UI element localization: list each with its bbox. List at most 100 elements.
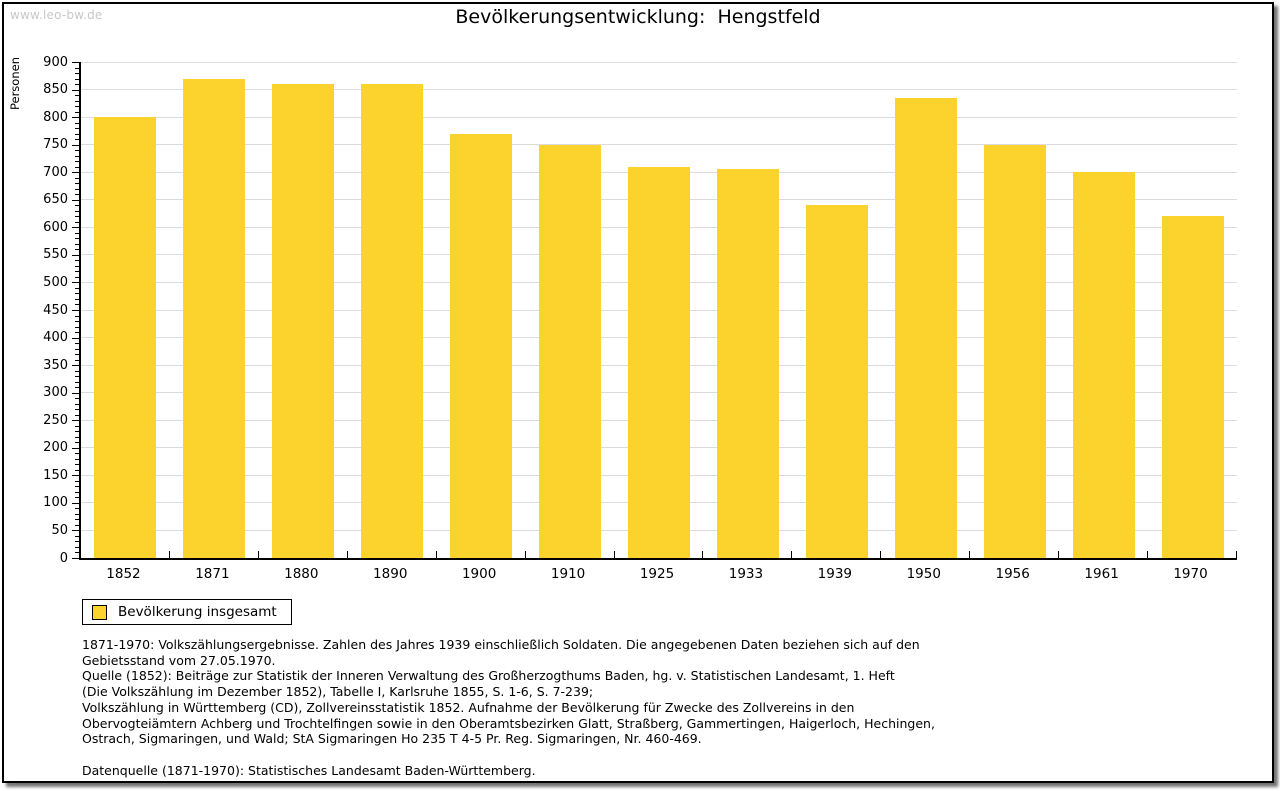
y-tick-minor: [75, 381, 79, 383]
y-tick-label-850: 850: [43, 82, 68, 98]
x-tick: [702, 551, 704, 558]
y-tick-minor: [75, 513, 79, 515]
y-tick-minor: [75, 442, 79, 444]
x-label-1900: 1900: [461, 566, 497, 582]
y-tick-major: [72, 310, 79, 311]
x-label-1939: 1939: [817, 566, 853, 582]
y-tick-minor: [75, 524, 79, 526]
y-tick-minor: [75, 128, 79, 130]
y-tick-minor: [75, 348, 79, 350]
source-note-line-7: Ostrach, Sigmaringen, und Wald; StA Sigm…: [82, 731, 702, 747]
y-tick-label-400: 400: [43, 330, 68, 346]
y-tick-minor: [75, 370, 79, 372]
x-tick: [435, 551, 437, 558]
y-tick-label-500: 500: [43, 274, 68, 290]
y-tick-minor: [75, 497, 79, 499]
x-tick: [1058, 551, 1060, 558]
x-label-1956: 1956: [995, 566, 1030, 582]
source-note-line-6: Obervogteiämtern Achberg und Trochtelfin…: [82, 715, 935, 731]
x-label-1890: 1890: [373, 566, 408, 582]
source-note-line-3: Quelle (1852): Beiträge zur Statistik de…: [82, 668, 895, 684]
y-tick-major: [72, 254, 79, 256]
y-tick-minor: [75, 238, 79, 240]
x-label-1852: 1852: [106, 566, 141, 582]
y-tick-minor: [75, 177, 79, 179]
y-tick-minor: [75, 111, 79, 113]
y-tick-minor: [75, 519, 79, 521]
x-tick: [524, 551, 526, 558]
y-tick-label-650: 650: [43, 192, 68, 208]
x-tick: [257, 551, 259, 558]
y-tick-minor: [75, 431, 79, 433]
x-axis: 1852 1871 1880 1890 1900 1910 1925 1933 1939 1950…: [79, 566, 1235, 584]
y-tick-minor: [75, 100, 79, 102]
y-tick-minor: [75, 332, 79, 334]
x-label-1910: 1910: [550, 566, 586, 582]
y-tick-minor: [75, 491, 79, 493]
y-tick-minor: [75, 486, 79, 488]
bar-1925: [628, 166, 690, 558]
y-tick-major: [72, 282, 79, 284]
y-tick-minor: [75, 188, 79, 190]
y-tick-label-50: 50: [51, 522, 68, 538]
y-tick-minor: [75, 150, 79, 152]
y-tick-label-800: 800: [43, 109, 68, 125]
gridline-850: [81, 89, 1237, 91]
y-tick-minor: [75, 106, 79, 108]
y-tick-minor: [75, 139, 79, 141]
y-tick-minor: [75, 260, 79, 262]
source-note-line-8: [82, 747, 1182, 763]
bar-1956: [983, 144, 1046, 558]
y-tick-label-350: 350: [43, 357, 68, 373]
x-tick: [969, 551, 971, 558]
bar-1910: [539, 144, 602, 558]
y-tick-minor: [75, 194, 79, 196]
y-tick-major: [72, 227, 79, 229]
y-tick-minor: [75, 67, 79, 69]
x-tick: [346, 551, 348, 558]
x-tick: [613, 551, 615, 558]
gridline-800: [81, 116, 1237, 118]
y-tick-minor: [75, 287, 79, 289]
y-tick-minor: [75, 409, 79, 411]
x-label-1880: 1880: [284, 566, 319, 582]
y-tick-label-600: 600: [43, 219, 68, 235]
y-tick-minor: [75, 403, 79, 405]
y-tick-minor: [75, 265, 79, 267]
source-note-line-2: Gebietsstand vom 27.05.1970.: [82, 652, 276, 668]
y-tick-minor: [75, 243, 79, 245]
y-tick-label-450: 450: [43, 302, 68, 318]
y-tick-minor: [75, 464, 79, 466]
x-tick: [168, 551, 170, 558]
y-tick-minor: [75, 78, 79, 80]
y-tick-minor: [75, 166, 79, 168]
x-label-1925: 1925: [639, 566, 675, 582]
y-tick-major: [72, 475, 79, 477]
y-tick-minor: [75, 535, 79, 537]
y-tick-minor: [75, 541, 79, 543]
x-label-1933: 1933: [728, 566, 764, 582]
y-tick-major: [72, 89, 79, 91]
y-tick-minor: [75, 546, 79, 548]
y-tick-minor: [75, 161, 79, 163]
y-tick-minor: [75, 469, 79, 471]
y-tick-minor: [75, 326, 79, 328]
y-tick-minor: [75, 293, 79, 295]
source-note-line-4: (Die Volkszählung im Dezember 1852), Tab…: [82, 684, 594, 700]
y-tick-minor: [75, 453, 79, 455]
source-notes: 1871-1970: Volkszählungsergebnisse. Zahl…: [82, 637, 1182, 778]
y-tick-major: [72, 530, 79, 532]
y-tick-minor: [75, 376, 79, 378]
x-label-1970: 1970: [1173, 566, 1208, 582]
y-tick-label-750: 750: [43, 137, 68, 153]
y-tick-minor: [75, 95, 79, 97]
y-tick-minor: [75, 298, 79, 300]
x-tick: [880, 551, 882, 558]
y-tick-minor: [75, 480, 79, 482]
bar-1900: [450, 133, 513, 558]
x-tick: [1236, 551, 1237, 558]
y-tick-major: [72, 447, 79, 449]
y-tick-label-150: 150: [43, 467, 68, 483]
y-tick-minor: [75, 343, 79, 345]
